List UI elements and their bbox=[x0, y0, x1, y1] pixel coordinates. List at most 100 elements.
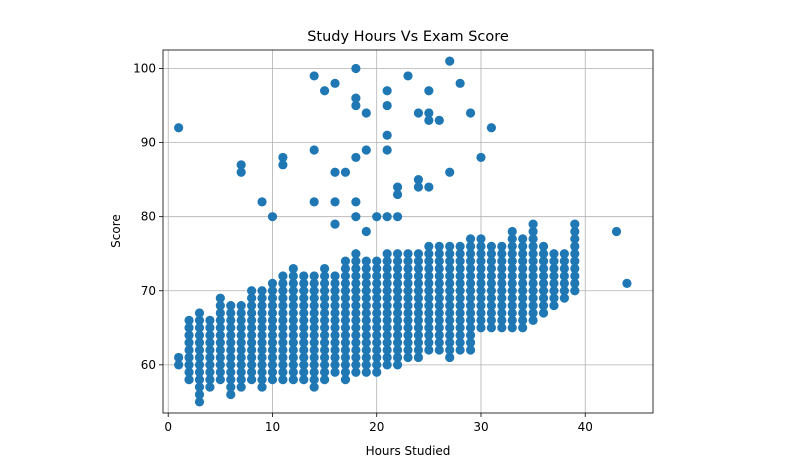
data-point bbox=[309, 271, 319, 281]
data-point bbox=[236, 345, 246, 355]
data-point bbox=[247, 308, 257, 318]
data-point bbox=[330, 271, 340, 281]
data-point bbox=[309, 145, 319, 155]
data-point bbox=[528, 249, 538, 259]
data-point bbox=[382, 338, 392, 348]
data-point bbox=[340, 256, 351, 266]
data-point bbox=[518, 293, 528, 303]
data-point bbox=[413, 293, 424, 303]
data-point bbox=[445, 256, 455, 266]
data-point bbox=[538, 308, 549, 318]
data-point bbox=[403, 352, 413, 363]
data-point bbox=[215, 330, 225, 340]
data-point bbox=[278, 286, 288, 296]
data-point bbox=[413, 271, 424, 281]
data-point bbox=[549, 256, 559, 266]
data-point bbox=[226, 360, 236, 370]
data-point bbox=[351, 256, 361, 266]
data-point bbox=[465, 345, 476, 355]
data-point bbox=[351, 263, 361, 274]
data-point bbox=[278, 360, 288, 370]
data-point bbox=[330, 278, 340, 288]
data-point bbox=[538, 286, 549, 296]
data-point bbox=[319, 278, 330, 288]
data-point bbox=[549, 286, 559, 296]
data-point bbox=[288, 286, 298, 296]
data-point bbox=[403, 271, 413, 281]
data-point bbox=[434, 256, 444, 266]
data-point bbox=[278, 160, 288, 170]
data-point bbox=[497, 308, 507, 318]
data-point bbox=[518, 249, 528, 259]
data-point bbox=[361, 108, 371, 118]
data-point bbox=[465, 249, 476, 259]
data-point bbox=[340, 293, 351, 303]
data-point bbox=[445, 241, 455, 251]
data-point bbox=[497, 286, 507, 296]
data-point bbox=[372, 345, 382, 355]
data-point bbox=[528, 256, 538, 266]
data-point bbox=[205, 352, 215, 363]
data-point bbox=[382, 145, 392, 155]
data-point bbox=[507, 300, 517, 311]
data-point bbox=[330, 330, 340, 340]
data-point bbox=[486, 300, 497, 311]
data-point bbox=[184, 315, 194, 325]
data-point bbox=[319, 338, 330, 348]
y-tick-label: 70 bbox=[141, 284, 156, 298]
data-point bbox=[538, 241, 549, 251]
data-point bbox=[319, 330, 330, 340]
data-point bbox=[476, 323, 486, 333]
data-point bbox=[288, 360, 298, 370]
data-point bbox=[299, 352, 309, 363]
data-point bbox=[340, 286, 351, 296]
data-point bbox=[319, 86, 330, 96]
data-point bbox=[319, 323, 330, 333]
data-point bbox=[267, 212, 278, 222]
data-point bbox=[392, 249, 403, 259]
data-point bbox=[340, 360, 351, 370]
data-point bbox=[497, 315, 507, 325]
data-point bbox=[507, 278, 517, 288]
data-point bbox=[351, 315, 361, 325]
data-point bbox=[434, 115, 444, 125]
data-point bbox=[518, 271, 528, 281]
data-point bbox=[215, 323, 225, 333]
data-point bbox=[288, 352, 298, 363]
data-point bbox=[257, 382, 267, 392]
data-point bbox=[309, 197, 319, 207]
data-point bbox=[309, 308, 319, 318]
data-point bbox=[267, 352, 278, 363]
data-point bbox=[340, 330, 351, 340]
data-point bbox=[267, 323, 278, 333]
data-point bbox=[538, 263, 549, 274]
data-point bbox=[445, 293, 455, 303]
data-point bbox=[445, 315, 455, 325]
data-point bbox=[392, 338, 403, 348]
data-point bbox=[518, 278, 528, 288]
data-point bbox=[257, 286, 267, 296]
data-point bbox=[570, 263, 580, 274]
data-point bbox=[445, 300, 455, 311]
data-point bbox=[434, 323, 444, 333]
data-point bbox=[403, 330, 413, 340]
data-point bbox=[507, 256, 517, 266]
data-point bbox=[549, 271, 559, 281]
data-point bbox=[205, 330, 215, 340]
data-point bbox=[465, 241, 476, 251]
data-point bbox=[455, 300, 465, 311]
data-point bbox=[194, 315, 205, 325]
data-point bbox=[424, 300, 434, 311]
data-point bbox=[497, 300, 507, 311]
data-point bbox=[392, 278, 403, 288]
data-point bbox=[445, 167, 455, 177]
data-point bbox=[351, 100, 361, 111]
data-point bbox=[372, 352, 382, 363]
data-point bbox=[413, 300, 424, 311]
data-point bbox=[257, 345, 267, 355]
data-point bbox=[361, 315, 371, 325]
data-point bbox=[465, 256, 476, 266]
data-point bbox=[622, 278, 632, 288]
data-point bbox=[403, 338, 413, 348]
